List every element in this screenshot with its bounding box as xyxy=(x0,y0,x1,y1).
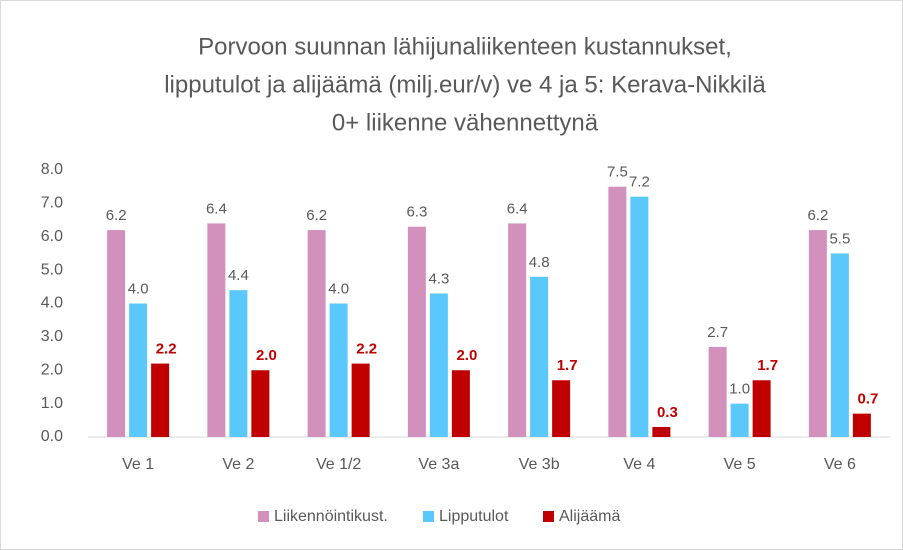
bar xyxy=(830,253,849,437)
data-label: 5.5 xyxy=(829,230,850,247)
x-tick-label: Ve 1/2 xyxy=(316,456,361,473)
bar xyxy=(407,226,426,437)
bar xyxy=(429,293,448,437)
y-tick-label: 3.0 xyxy=(41,328,63,345)
x-tick-label: Ve 5 xyxy=(724,456,756,473)
data-label: 7.5 xyxy=(607,164,628,181)
data-label: 2.7 xyxy=(707,324,728,341)
bar xyxy=(329,303,348,437)
bar xyxy=(808,230,827,437)
y-tick-label: 4.0 xyxy=(41,295,63,312)
data-label: 6.4 xyxy=(507,200,528,217)
data-label: 6.2 xyxy=(306,207,327,224)
bar xyxy=(129,303,148,437)
data-label: 6.3 xyxy=(406,204,427,221)
y-tick-label: 7.0 xyxy=(41,195,63,212)
data-label: 2.0 xyxy=(256,347,277,364)
bar xyxy=(251,370,270,437)
data-label: 2.2 xyxy=(156,341,177,358)
legend-label: Liikennöintikust. xyxy=(274,508,388,525)
chart-title: Porvoon suunnan lähijunaliikenteen kusta… xyxy=(198,33,732,60)
data-label: 1.0 xyxy=(729,381,750,398)
data-label: 1.7 xyxy=(557,357,578,374)
bar xyxy=(229,290,248,437)
bar xyxy=(351,363,370,437)
data-label: 4.0 xyxy=(128,280,149,297)
legend-swatch xyxy=(258,511,269,522)
data-label: 4.8 xyxy=(529,254,550,271)
bar xyxy=(708,346,727,437)
x-tick-label: Ve 2 xyxy=(222,456,254,473)
legend-label: Alijäämä xyxy=(559,508,620,525)
x-tick-label: Ve 3b xyxy=(519,456,560,473)
bar xyxy=(630,196,649,437)
bar xyxy=(530,276,549,437)
x-tick-label: Ve 3a xyxy=(418,456,459,473)
data-label: 4.0 xyxy=(328,280,349,297)
bar xyxy=(852,413,871,437)
data-label: 1.7 xyxy=(757,357,778,374)
bar xyxy=(652,426,671,437)
bar xyxy=(107,230,126,437)
bar xyxy=(752,380,771,437)
x-tick-label: Ve 4 xyxy=(623,456,655,473)
legend-swatch xyxy=(423,511,434,522)
data-label: 2.0 xyxy=(456,347,477,364)
legend-swatch xyxy=(543,511,554,522)
legend-label: Lipputulot xyxy=(439,508,509,525)
bar xyxy=(207,223,226,437)
bar xyxy=(552,380,571,437)
bar xyxy=(608,186,627,437)
y-tick-label: 2.0 xyxy=(41,361,63,378)
data-label: 6.2 xyxy=(106,207,127,224)
x-tick-label: Ve 1 xyxy=(122,456,154,473)
data-label: 6.4 xyxy=(206,200,227,217)
x-tick-label: Ve 6 xyxy=(824,456,856,473)
y-tick-label: 5.0 xyxy=(41,261,63,278)
y-tick-label: 8.0 xyxy=(41,161,63,178)
bar xyxy=(151,363,170,437)
bar xyxy=(307,230,326,437)
data-label: 2.2 xyxy=(356,341,377,358)
y-tick-label: 6.0 xyxy=(41,228,63,245)
y-tick-label: 0.0 xyxy=(41,428,63,445)
data-label: 0.3 xyxy=(657,404,678,421)
bar xyxy=(508,223,527,437)
data-label: 7.2 xyxy=(629,174,650,191)
chart-title: lipputulot ja alijäämä (milj.eur/v) ve 4… xyxy=(164,71,766,98)
bar xyxy=(451,370,470,437)
y-tick-label: 1.0 xyxy=(41,395,63,412)
chart-title: 0+ liikenne vähennettynä xyxy=(332,109,599,136)
data-label: 4.3 xyxy=(428,270,449,287)
data-label: 4.4 xyxy=(228,267,249,284)
data-label: 0.7 xyxy=(857,391,878,408)
data-label: 6.2 xyxy=(807,207,828,224)
bar xyxy=(730,403,749,437)
